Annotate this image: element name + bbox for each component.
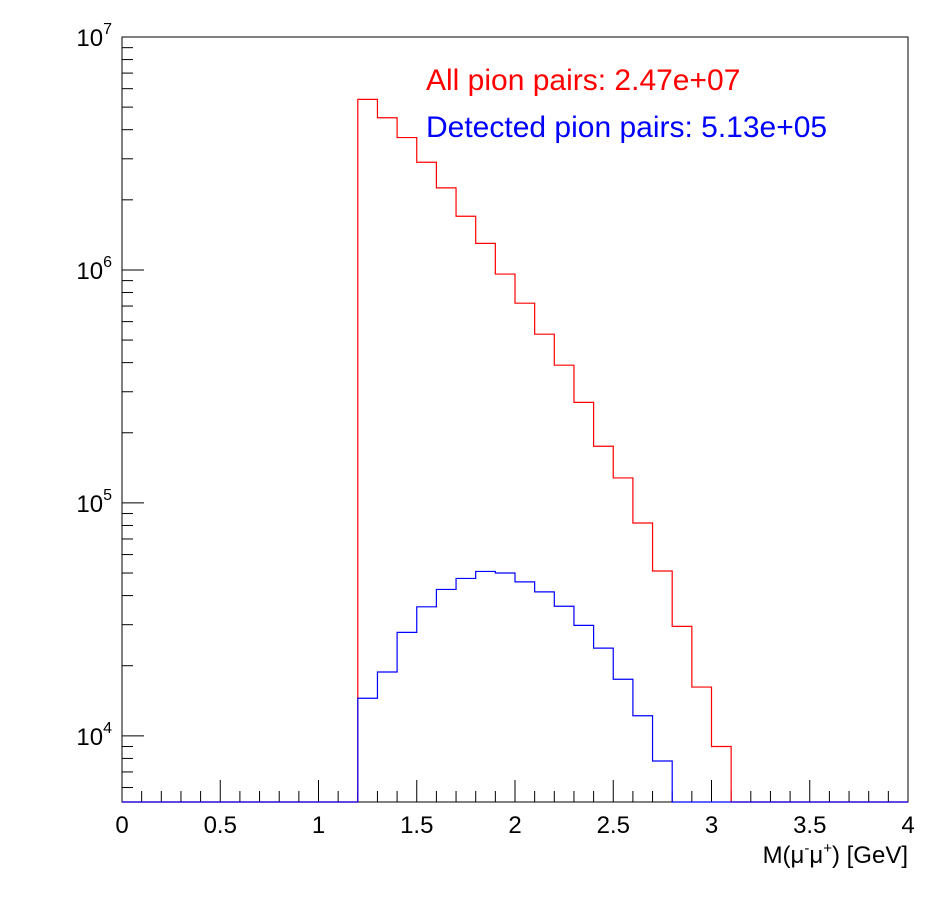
- y-tick-label: 104: [76, 720, 112, 751]
- x-tick-label: 1.5: [400, 812, 433, 839]
- x-tick-label: 4: [901, 812, 914, 839]
- series-line-0: [122, 98, 908, 803]
- y-tick-label: 106: [76, 254, 112, 285]
- x-axis-title: M(μ-μ+) [GeV]: [763, 840, 908, 869]
- x-tick-label: 0.5: [204, 812, 237, 839]
- histogram-series: [122, 98, 908, 803]
- y-tick-label: 105: [76, 487, 112, 518]
- series-line-1: [122, 570, 908, 803]
- legend: All pion pairs: 2.47e+07 Detected pion p…: [426, 64, 827, 144]
- x-tick-label: 0: [115, 812, 128, 839]
- x-tick-label: 2.5: [597, 812, 630, 839]
- plot-border: [121, 36, 909, 803]
- x-axis-ticks: 0 0.5 1 1.5 2 2.5 3 3.5 4: [115, 780, 915, 839]
- legend-detected-pion-pairs: Detected pion pairs: 5.13e+05: [426, 111, 827, 144]
- x-tick-label: 1: [312, 812, 325, 839]
- legend-all-pion-pairs: All pion pairs: 2.47e+07: [426, 64, 740, 97]
- x-tick-label: 3: [705, 812, 718, 839]
- x-tick-label: 2: [508, 812, 521, 839]
- y-tick-label: 107: [76, 21, 112, 52]
- x-tick-label: 3.5: [793, 812, 826, 839]
- plot-frame: [121, 36, 909, 803]
- y-axis-ticks: 104 105 106 107: [76, 21, 144, 789]
